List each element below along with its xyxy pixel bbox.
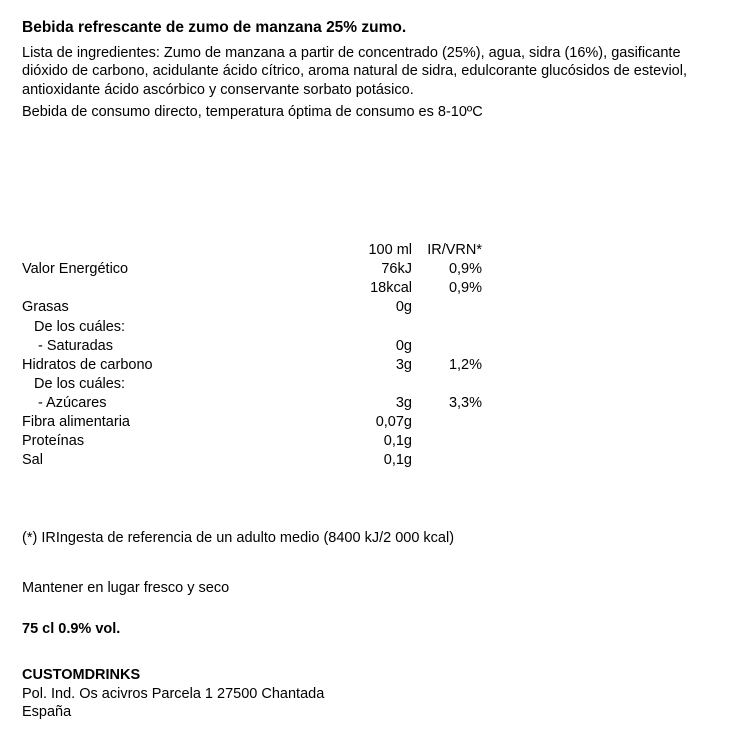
nutrition-value [342, 375, 422, 394]
nutrition-ir [422, 318, 482, 337]
nutrition-ir [422, 337, 482, 356]
nutrition-value: 0g [342, 337, 422, 356]
nutrition-label-page: Bebida refrescante de zumo de manzana 25… [0, 0, 735, 735]
spacer [22, 126, 707, 241]
product-title: Bebida refrescante de zumo de manzana 25… [22, 18, 707, 38]
nutrition-value: 18kcal [342, 279, 422, 298]
company-address-1: Pol. Ind. Os acivros Parcela 1 27500 Cha… [22, 685, 707, 704]
nutrition-label [22, 279, 342, 298]
nutrition-value: 0,1g [342, 432, 422, 451]
nutrition-label: Proteínas [22, 432, 342, 451]
nutrition-row: Proteínas0,1g [22, 432, 502, 451]
nutrition-value: 0g [342, 298, 422, 317]
nutrition-row: Fibra alimentaria0,07g [22, 413, 502, 432]
nutrition-ir [422, 451, 482, 470]
nutrition-label: - Saturadas [22, 337, 342, 356]
storage-note: Mantener en lugar fresco y seco [22, 579, 707, 598]
nutrition-label: De los cuáles: [22, 375, 342, 394]
nutrition-ir: 0,9% [422, 279, 482, 298]
ir-footnote: (*) IRIngesta de referencia de un adulto… [22, 529, 707, 548]
nutrition-row: - Saturadas0g [22, 337, 502, 356]
nutrition-ir [422, 375, 482, 394]
nutrition-label: De los cuáles: [22, 318, 342, 337]
nutrition-value: 3g [342, 356, 422, 375]
nutrition-label: Sal [22, 451, 342, 470]
consumption-note: Bebida de consumo directo, temperatura ó… [22, 103, 707, 122]
nutrition-label: Fibra alimentaria [22, 413, 342, 432]
nutrition-value: 0,1g [342, 451, 422, 470]
company-address-2: España [22, 703, 707, 722]
ingredients-text: Lista de ingredientes: Zumo de manzana a… [22, 44, 707, 100]
nutrition-ir [422, 298, 482, 317]
nutrition-row: - Azúcares3g3,3% [22, 394, 502, 413]
nutrition-ir [422, 413, 482, 432]
nutrition-row: Sal0,1g [22, 451, 502, 470]
volume-line: 75 cl 0.9% vol. [22, 620, 707, 639]
nutrition-value: 3g [342, 394, 422, 413]
nutrition-header-empty [22, 241, 342, 260]
nutrition-ir [422, 432, 482, 451]
nutrition-label: Valor Energético [22, 260, 342, 279]
nutrition-label: - Azúcares [22, 394, 342, 413]
nutrition-label: Grasas [22, 298, 342, 317]
nutrition-table: 100 ml IR/VRN* Valor Energético76kJ0,9%1… [22, 241, 502, 471]
nutrition-value: 0,07g [342, 413, 422, 432]
nutrition-row: Hidratos de carbono3g1,2% [22, 356, 502, 375]
nutrition-row: 18kcal0,9% [22, 279, 502, 298]
nutrition-ir: 0,9% [422, 260, 482, 279]
nutrition-value: 76kJ [342, 260, 422, 279]
nutrition-row: Grasas0g [22, 298, 502, 317]
nutrition-ir: 3,3% [422, 394, 482, 413]
nutrition-header-row: 100 ml IR/VRN* [22, 241, 502, 260]
company-name: CUSTOMDRINKS [22, 666, 707, 685]
nutrition-row: Valor Energético76kJ0,9% [22, 260, 502, 279]
nutrition-label: Hidratos de carbono [22, 356, 342, 375]
nutrition-header-per: 100 ml [342, 241, 422, 260]
nutrition-row: De los cuáles: [22, 318, 502, 337]
nutrition-value [342, 318, 422, 337]
nutrition-header-ir: IR/VRN* [422, 241, 482, 260]
nutrition-row: De los cuáles: [22, 375, 502, 394]
nutrition-ir: 1,2% [422, 356, 482, 375]
